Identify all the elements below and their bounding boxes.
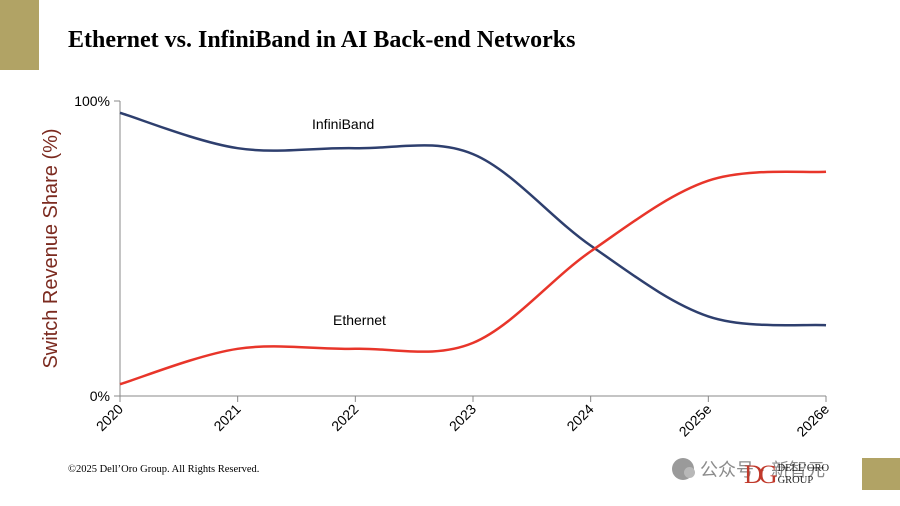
x-tick-label: 2023	[446, 401, 479, 434]
wechat-icon	[672, 458, 695, 480]
slide-title: Ethernet vs. InfiniBand in AI Back-end N…	[68, 27, 576, 53]
dell-oro-logo: DG DELL’ORO GROUP	[744, 462, 829, 488]
series-label-ethernet: Ethernet	[333, 312, 386, 328]
y-axis-label: Switch Revenue Share (%)	[40, 128, 62, 368]
logo-text: DELL’ORO GROUP	[778, 463, 830, 487]
x-tick-label: 2021	[210, 401, 243, 434]
series-label-infiniband: InfiniBand	[312, 116, 374, 132]
watermark-text: 公众号 · 新智元	[700, 460, 826, 481]
x-tick-label: 2025e	[676, 401, 715, 440]
x-tick-label: 2026e	[793, 401, 832, 440]
series-line-infiniband	[119, 111, 827, 327]
y-tick-label: 0%	[90, 388, 110, 404]
x-tick-label: 2024	[563, 401, 596, 434]
wechat-watermark: 公众号 · 新智元	[672, 456, 825, 482]
logo-line-2: GROUP	[777, 475, 814, 486]
x-tick-label: 2020	[93, 401, 126, 434]
y-tick-label: 100%	[74, 93, 110, 109]
logo-mark: DG	[744, 460, 778, 489]
logo-line-1: DELL’ORO	[777, 462, 830, 474]
accent-bar-right	[862, 458, 900, 490]
x-tick-label: 2022	[328, 401, 361, 434]
series-line-ethernet	[119, 170, 827, 386]
accent-bar-left	[0, 0, 39, 70]
copyright-notice: ©2025 Dell’Oro Group. All Rights Reserve…	[68, 464, 260, 475]
